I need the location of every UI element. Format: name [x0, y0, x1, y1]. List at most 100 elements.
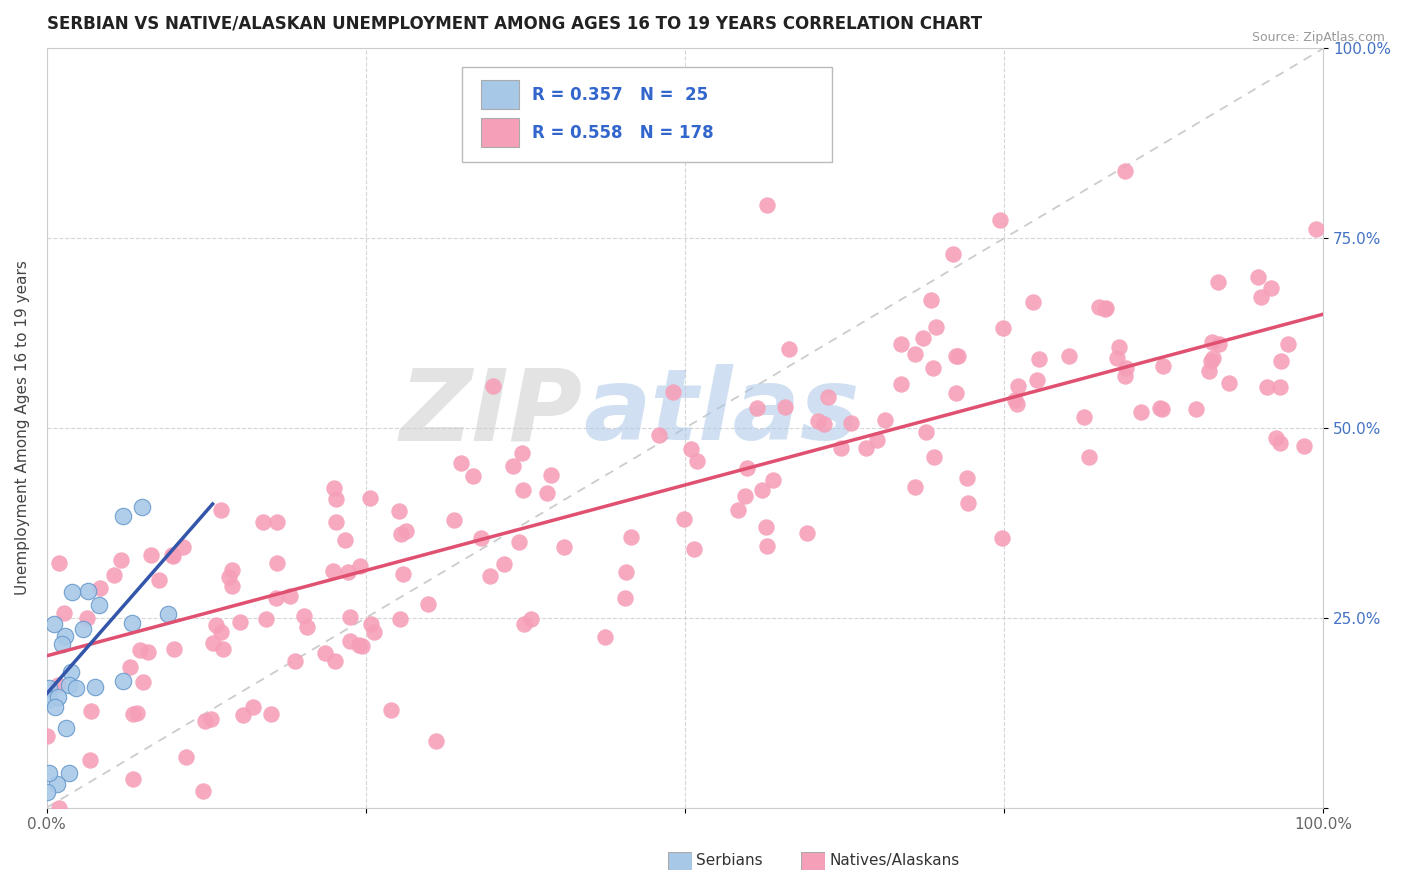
Point	[48, 800, 70, 814]
Point	[751, 483, 773, 497]
Text: ZIP: ZIP	[399, 364, 583, 461]
Point	[470, 531, 492, 545]
Point	[1201, 351, 1223, 366]
Text: Natives/Alaskans: Natives/Alaskans	[830, 854, 960, 868]
Point	[614, 565, 637, 579]
Point	[903, 347, 925, 361]
Point	[450, 456, 472, 470]
Point	[1059, 350, 1081, 364]
Point	[755, 539, 778, 553]
Point	[194, 714, 217, 728]
Point	[922, 361, 945, 376]
Point	[443, 513, 465, 527]
Point	[84, 680, 107, 694]
Point	[65, 681, 87, 695]
Point	[103, 568, 125, 582]
Point	[395, 524, 418, 539]
Point	[956, 471, 979, 485]
Point	[110, 553, 132, 567]
Point	[51, 637, 73, 651]
Point	[1152, 401, 1174, 416]
Point	[333, 533, 356, 547]
Point	[1260, 281, 1282, 295]
Point	[520, 612, 543, 626]
Point	[200, 712, 222, 726]
Point	[1208, 276, 1230, 290]
Point	[1115, 361, 1137, 376]
Point	[747, 401, 769, 415]
Text: R = 0.357   N =  25: R = 0.357 N = 25	[531, 86, 707, 103]
Text: Source: ZipAtlas.com: Source: ZipAtlas.com	[1251, 31, 1385, 45]
Point	[510, 446, 533, 460]
Point	[254, 612, 277, 626]
Point	[89, 581, 111, 595]
Y-axis label: Unemployment Among Ages 16 to 19 years: Unemployment Among Ages 16 to 19 years	[15, 260, 30, 596]
Point	[38, 691, 60, 706]
Point	[141, 548, 163, 562]
Point	[502, 458, 524, 473]
Point	[209, 503, 232, 517]
Point	[52, 606, 75, 620]
Point	[924, 450, 946, 464]
Point	[363, 625, 385, 640]
Point	[350, 639, 373, 653]
Point	[1152, 359, 1174, 374]
Point	[508, 534, 530, 549]
Point	[314, 646, 336, 660]
Point	[1265, 431, 1288, 445]
Point	[162, 549, 184, 563]
Point	[229, 615, 252, 630]
Point	[148, 573, 170, 587]
Point	[1149, 401, 1171, 415]
Point	[648, 427, 671, 442]
Point	[482, 378, 505, 392]
Point	[416, 597, 439, 611]
Point	[911, 331, 934, 345]
Point	[80, 704, 103, 718]
Point	[349, 559, 371, 574]
Point	[35, 729, 58, 743]
Point	[325, 491, 347, 506]
Text: atlas: atlas	[583, 364, 859, 461]
Point	[76, 584, 98, 599]
Point	[339, 633, 361, 648]
Point	[682, 541, 704, 556]
Point	[463, 469, 485, 483]
Point	[58, 678, 80, 692]
Point	[44, 616, 66, 631]
Point	[218, 569, 240, 583]
Point	[359, 491, 381, 505]
Point	[157, 607, 180, 622]
Point	[1007, 379, 1029, 393]
Point	[323, 654, 346, 668]
Point	[211, 642, 233, 657]
Point	[252, 515, 274, 529]
Point	[242, 699, 264, 714]
Point	[817, 390, 839, 404]
Point	[1114, 163, 1136, 178]
Point	[1105, 351, 1128, 365]
Point	[1201, 335, 1223, 350]
Point	[945, 386, 967, 401]
Point	[204, 618, 226, 632]
Point	[796, 526, 818, 541]
Point	[1277, 336, 1299, 351]
Point	[957, 496, 980, 510]
Point	[44, 699, 66, 714]
Point	[1078, 450, 1101, 464]
Point	[553, 540, 575, 554]
FancyBboxPatch shape	[461, 68, 832, 162]
Point	[121, 616, 143, 631]
Point	[855, 441, 877, 455]
Point	[865, 434, 887, 448]
Point	[1028, 352, 1050, 367]
Point	[839, 417, 862, 431]
Point	[755, 520, 778, 534]
Point	[122, 772, 145, 787]
Point	[1004, 393, 1026, 408]
Point	[53, 629, 76, 643]
Point	[1073, 409, 1095, 424]
Point	[734, 490, 756, 504]
Point	[58, 766, 80, 780]
Point	[425, 734, 447, 748]
